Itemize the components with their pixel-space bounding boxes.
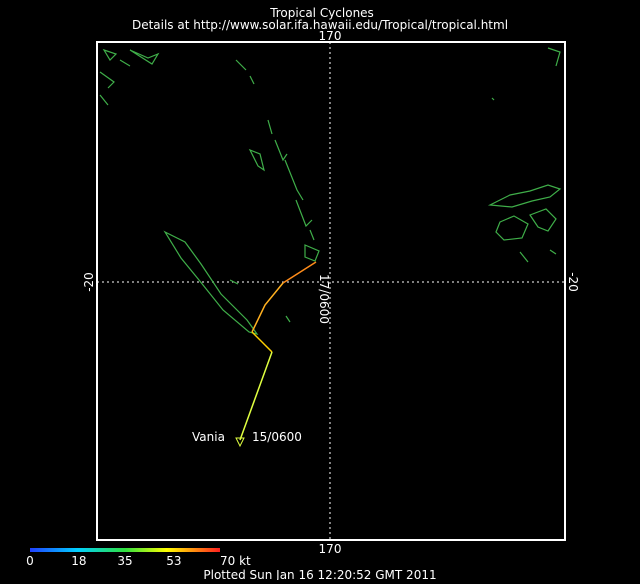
legend-tick-label: 35	[117, 554, 132, 568]
subtitle: Details at http://www.solar.ifa.hawaii.e…	[132, 18, 508, 32]
end-time-label: 17/0600	[317, 274, 331, 324]
lat-label-left: -20	[82, 272, 96, 292]
legend-tick-label: 18	[71, 554, 86, 568]
legend-tick-label: 53	[166, 554, 181, 568]
storm-name: Vania	[192, 430, 225, 444]
track-start-marker	[235, 437, 245, 448]
lat-label-right: -20	[566, 272, 580, 292]
lon-label-bottom: 170	[319, 542, 342, 556]
lon-label-top: 170	[319, 29, 342, 43]
track-segment	[251, 331, 273, 353]
legend-ticks: 0 18 35 53 70 kt	[26, 554, 251, 568]
legend-tick-label: 0	[26, 554, 34, 568]
color-scale	[30, 548, 220, 552]
track-segment	[239, 351, 273, 441]
start-time-label: 15/0600	[252, 430, 302, 444]
track-segment	[251, 282, 284, 333]
storm-track	[235, 261, 317, 448]
track-segment	[282, 261, 317, 284]
title: Tropical Cyclones	[269, 6, 374, 20]
footer: Plotted Sun Jan 16 12:20:52 GMT 2011	[203, 568, 436, 580]
map-frame	[96, 41, 566, 541]
coastlines	[99, 47, 562, 335]
legend-tick-label: 70 kt	[220, 554, 251, 568]
